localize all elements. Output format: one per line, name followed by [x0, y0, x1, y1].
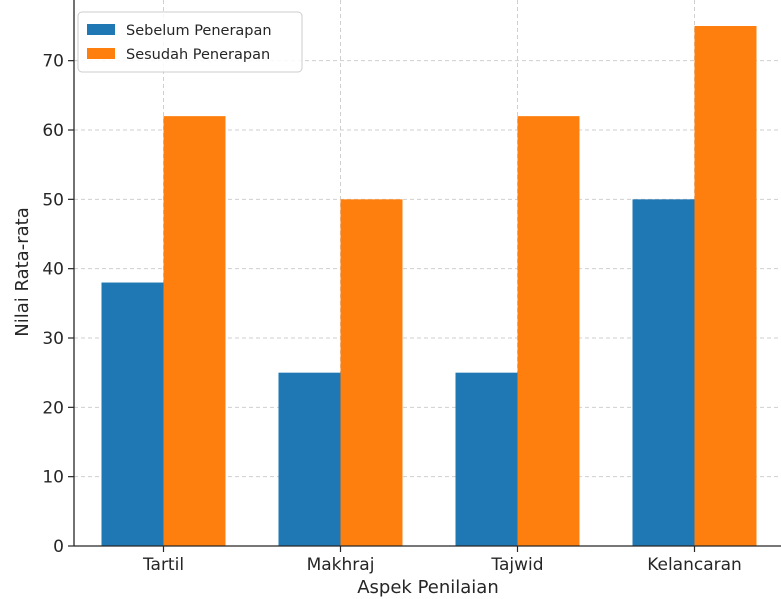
x-tick-label: Tartil — [142, 555, 184, 575]
y-tick-label: 10 — [42, 468, 64, 488]
bar-sebelum — [632, 199, 695, 547]
bar-sesudah — [163, 116, 226, 546]
bars — [101, 26, 757, 547]
x-tick-label: Kelancaran — [647, 555, 742, 575]
x-tick-label: Tajwid — [490, 555, 543, 575]
bar-sesudah — [694, 26, 757, 546]
y-tick-label: 40 — [42, 260, 64, 280]
axes — [73, 0, 781, 547]
bar-sesudah — [517, 116, 580, 546]
y-tick-label: 0 — [53, 537, 64, 557]
bar-sebelum — [101, 282, 164, 546]
y-tick-label: 30 — [42, 329, 64, 349]
y-tick-label: 50 — [42, 190, 64, 210]
y-tick-label: 70 — [42, 52, 64, 72]
legend-frame — [77, 11, 303, 73]
bar-sesudah — [340, 199, 403, 547]
y-tick-label: 20 — [42, 398, 64, 418]
legend: Sebelum Penerapan Sesudah Penerapan — [77, 11, 303, 73]
bar-sebelum — [278, 372, 341, 546]
legend-label: Sebelum Penerapan — [126, 23, 272, 39]
bar-sebelum — [455, 372, 518, 546]
y-tick-label: 60 — [42, 121, 64, 141]
legend-swatch — [87, 48, 115, 59]
ticks: 0 10 20 30 40 50 60 70 Tartil Makhraj Tajwid Kelanc… — [42, 52, 741, 575]
x-tick-label: Makhraj — [307, 555, 375, 575]
legend-swatch — [87, 24, 115, 35]
legend-label: Sesudah Penerapan — [126, 47, 270, 63]
x-axis-title: Aspek Penilaian — [357, 577, 499, 598]
y-axis-title: Nilai Rata-rata — [12, 207, 33, 336]
